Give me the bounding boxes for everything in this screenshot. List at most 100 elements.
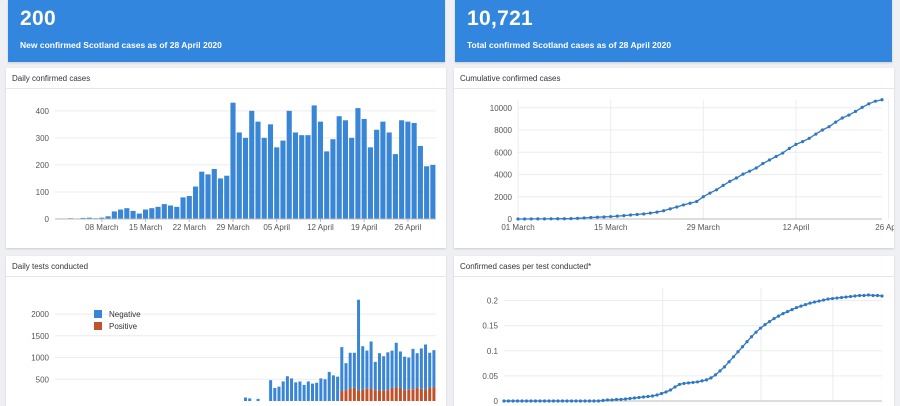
data-point: [668, 207, 672, 211]
data-point: [700, 379, 704, 383]
kpi-new-cases-value: 200: [20, 7, 56, 30]
data-point: [701, 195, 705, 199]
daily-cases-title: Daily confirmed cases: [12, 74, 91, 83]
bar: [136, 213, 142, 219]
bar: [130, 210, 136, 219]
data-point: [880, 294, 884, 298]
data-point: [704, 378, 709, 382]
bar: [286, 110, 292, 219]
bar: [186, 196, 192, 219]
cases-per-test-title: Confirmed cases per test conducted*: [460, 262, 592, 271]
data-point: [785, 310, 790, 314]
data-point: [736, 350, 740, 354]
bar: [392, 154, 398, 219]
x-tick-label: 05 April: [263, 223, 290, 232]
bar-negative: [310, 383, 314, 401]
data-point: [682, 381, 686, 386]
bar-negative: [298, 381, 302, 401]
data-point: [628, 396, 632, 401]
bar-positive: [415, 387, 419, 401]
bar-negative: [281, 381, 285, 401]
y-tick-label: 0.15: [482, 322, 498, 331]
bar-positive: [369, 388, 373, 401]
bar-positive: [386, 390, 390, 401]
data-point: [637, 395, 641, 400]
bar: [374, 129, 380, 219]
data-point: [761, 161, 765, 166]
y-tick-label: 4000: [494, 171, 512, 180]
bar: [349, 137, 355, 219]
data-point: [821, 298, 826, 302]
x-tick-label: 26 April: [875, 223, 894, 232]
y-tick-label: 1500: [31, 332, 49, 341]
legend-swatch-negative: [94, 310, 102, 318]
data-point: [623, 397, 628, 401]
data-point: [536, 217, 540, 221]
data-point: [662, 209, 666, 213]
data-point: [781, 312, 785, 316]
y-tick-label: 0.05: [482, 372, 498, 381]
bar-positive: [344, 390, 348, 401]
bar: [255, 121, 261, 219]
bar: [417, 145, 423, 219]
data-point: [745, 340, 749, 344]
bar: [205, 174, 211, 219]
bar-positive: [361, 389, 365, 401]
series-line: [504, 294, 883, 402]
divider: [454, 88, 894, 89]
data-point: [844, 295, 848, 299]
data-point: [542, 217, 547, 221]
data-point: [709, 376, 713, 380]
cases-per-test-panel: Confirmed cases per test conducted* 0 0.0…: [454, 256, 894, 406]
bar: [167, 205, 174, 219]
bar-positive: [411, 389, 415, 401]
data-point: [774, 154, 778, 159]
bar-positive: [428, 387, 432, 401]
data-point: [615, 214, 619, 218]
y-tick-label: 2000: [494, 193, 512, 202]
bar-negative: [243, 397, 248, 401]
data-point: [646, 394, 650, 399]
bar-negative: [369, 341, 373, 389]
bar-negative: [319, 378, 323, 401]
data-point: [619, 397, 623, 402]
data-point: [569, 217, 573, 221]
y-tick-label: 200: [36, 161, 50, 170]
bar-negative: [419, 348, 423, 389]
bar-positive: [365, 388, 369, 401]
data-point: [556, 217, 560, 221]
data-point: [609, 214, 613, 219]
data-point: [880, 98, 884, 102]
data-point: [562, 217, 566, 221]
data-point: [677, 382, 682, 387]
bar-negative: [315, 382, 319, 401]
data-point: [691, 380, 695, 385]
data-point: [602, 215, 606, 219]
data-point: [814, 132, 818, 136]
daily-tests-chart: 500 1000 1500 2000 Negative Positive: [31, 299, 436, 401]
data-point: [847, 113, 851, 117]
data-point: [642, 212, 646, 216]
y-tick-label: 0: [508, 215, 513, 224]
bar-negative: [407, 357, 411, 390]
bar: [361, 118, 367, 219]
data-point: [840, 116, 844, 120]
data-point: [820, 128, 825, 132]
data-point: [794, 305, 799, 310]
bar: [405, 121, 411, 219]
y-tick-label: 0: [45, 215, 50, 224]
data-point: [803, 302, 808, 307]
bar: [261, 137, 267, 219]
bar-negative: [331, 375, 335, 401]
data-point: [826, 297, 830, 301]
data-point: [601, 398, 605, 403]
kpi-new-cases: 200 New confirmed Scotland cases as of 2…: [8, 0, 445, 62]
data-point: [673, 385, 677, 389]
bar-negative: [285, 376, 289, 401]
bar: [267, 124, 274, 219]
bar-negative: [323, 379, 327, 401]
data-point: [873, 99, 877, 103]
bar-negative: [428, 352, 432, 388]
data-point: [688, 201, 692, 205]
bar: [111, 211, 117, 219]
